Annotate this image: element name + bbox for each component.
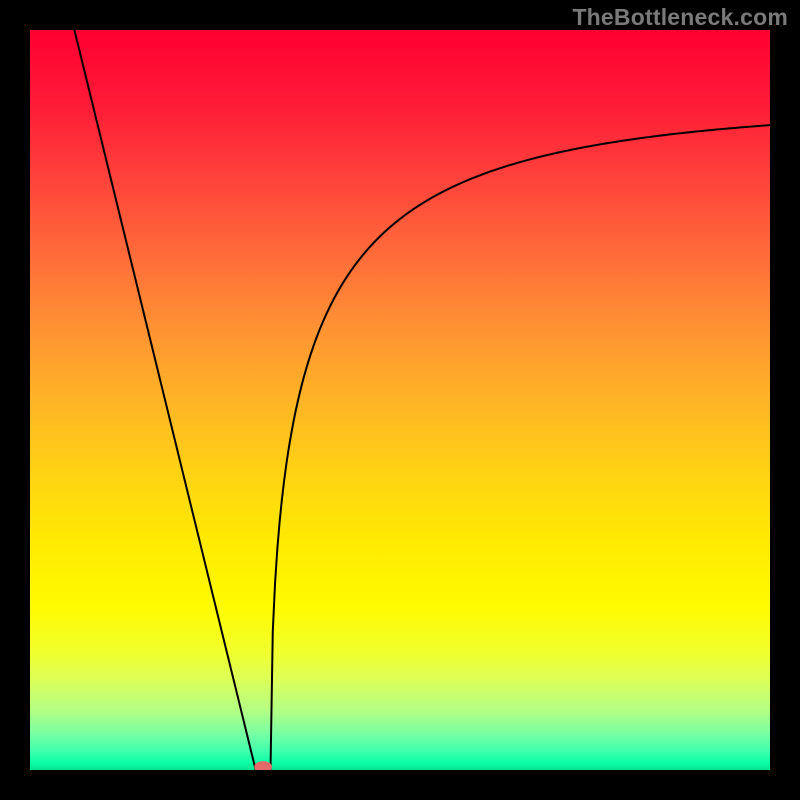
plot-area: [30, 30, 770, 770]
gradient-background: [30, 30, 770, 770]
plot-svg: [30, 30, 770, 770]
watermark-text: TheBottleneck.com: [572, 4, 788, 31]
figure-root: TheBottleneck.com: [0, 0, 800, 800]
